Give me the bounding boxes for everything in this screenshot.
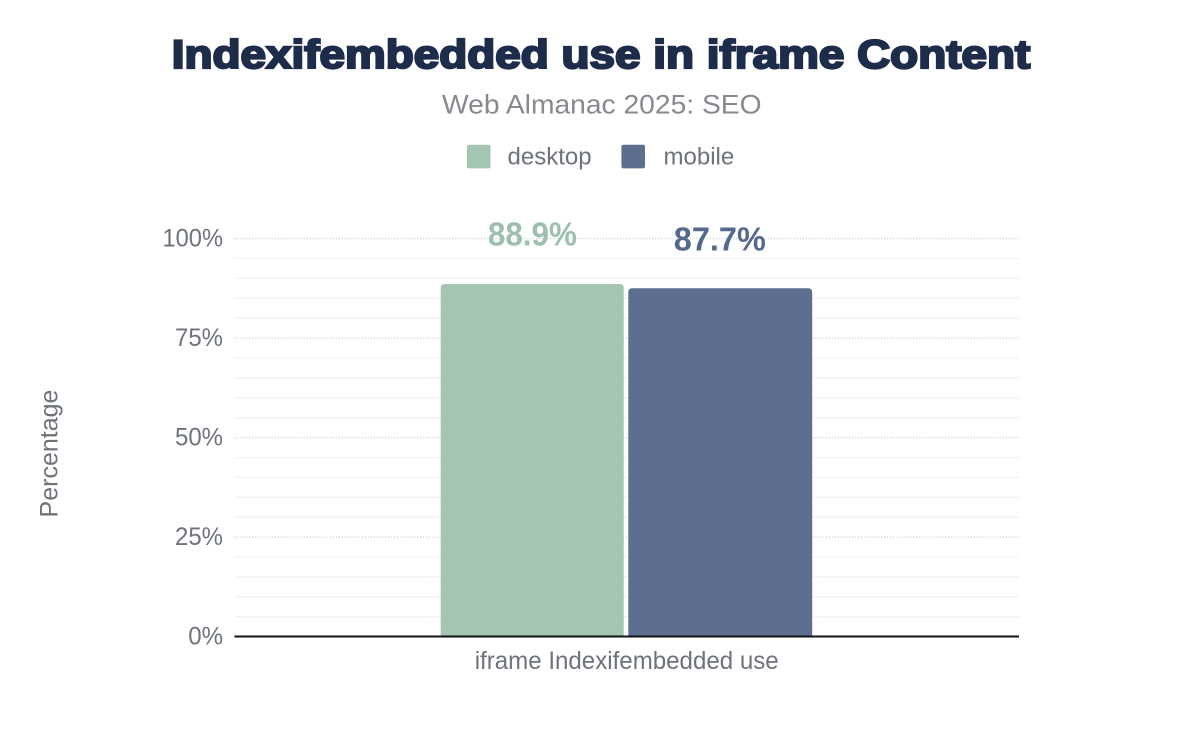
svg-text:Indexifembedded use in iframe: Indexifembedded use in iframe Content — [172, 33, 1031, 77]
svg-text:88.9%: 88.9% — [488, 216, 577, 253]
svg-text:75%: 75% — [175, 324, 223, 352]
svg-text:iframe Indexifembedded use: iframe Indexifembedded use — [475, 647, 779, 675]
svg-text:mobile: mobile — [664, 143, 735, 170]
svg-text:desktop: desktop — [508, 143, 592, 170]
svg-text:0%: 0% — [188, 623, 223, 651]
svg-text:Web Almanac 2025: SEO: Web Almanac 2025: SEO — [442, 90, 762, 120]
svg-text:50%: 50% — [175, 424, 223, 452]
svg-text:100%: 100% — [163, 225, 224, 253]
svg-text:25%: 25% — [175, 523, 223, 551]
svg-text:Percentage: Percentage — [36, 390, 64, 518]
svg-text:87.7%: 87.7% — [674, 220, 766, 257]
